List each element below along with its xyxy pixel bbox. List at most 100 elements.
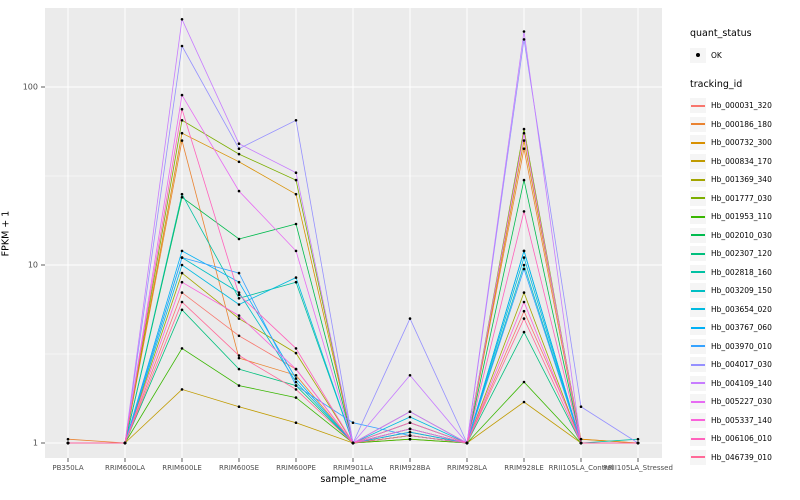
data-point [237,280,241,284]
data-point [636,441,640,445]
legend-item-tracking-id: Hb_006106_010 [690,430,798,449]
data-point [522,300,526,304]
data-point [180,131,184,135]
legend-item-tracking-id: Hb_001369_340 [690,171,798,190]
data-point [522,210,526,213]
legend-item-label: Hb_000732_300 [711,138,772,148]
data-point [408,427,412,431]
legend-key-line [690,116,706,132]
data-point [522,178,526,182]
legend-key-line [690,431,706,447]
data-point [180,107,184,111]
data-point [237,405,241,409]
data-point [522,127,526,131]
legend-item-label: Hb_005337_140 [711,415,772,425]
data-point [237,189,241,193]
legend-key-line [690,320,706,336]
legend-key-line [690,338,706,354]
legend-title-tracking-id: tracking_id [690,78,743,90]
legend-item-tracking-id: Hb_002818_160 [690,263,798,282]
data-point [294,380,298,384]
legend-key-line [690,190,706,206]
legend-item-label: Hb_046739_010 [711,452,772,462]
data-point [294,374,298,377]
legend-item-tracking-id: Hb_002010_030 [690,226,798,245]
legend-item-label: Hb_000186_180 [711,119,772,129]
data-point [237,356,241,360]
data-point [237,152,241,156]
legend-item-label: Hb_003767_060 [711,323,772,333]
x-tick-label: RRIM928LA [447,464,487,472]
legend-item-label: Hb_005227_030 [711,397,772,407]
legend-key-line [690,449,706,465]
data-point [408,434,412,437]
legend-item-tracking-id: Hb_003767_060 [690,319,798,338]
data-point [522,309,526,313]
data-point [408,437,412,441]
data-point [237,271,241,275]
legend-item-label: Hb_006106_010 [711,434,772,444]
legend-item-label: Hb_004109_140 [711,378,772,388]
legend-key-line [690,153,706,169]
legend-key-line [690,412,706,428]
x-tick-label: RRIM928BA [390,464,431,472]
data-point [636,437,640,441]
data-point [408,410,412,414]
data-point [180,256,184,259]
data-point [237,293,241,297]
legend-item-quant-status: OK [690,46,798,65]
data-point [408,415,412,419]
data-point [237,147,241,150]
legend-tracking-id-items: Hb_000031_320 Hb_000186_180 Hb_000732_300 H… [690,97,798,467]
legend-key-line [690,209,706,225]
data-point [123,441,127,445]
y-tick-label: 100 [23,83,38,92]
legend-key-line [690,394,706,410]
legend-item-label: Hb_001369_340 [711,175,772,185]
x-tick-label: RRIM928LE [504,464,544,472]
data-point [180,44,184,48]
data-point [294,367,298,371]
legend-item-label: Hb_003209_150 [711,286,772,296]
data-point [294,421,298,425]
data-point [237,142,241,145]
data-point [408,421,412,425]
legend-key-line [690,172,706,188]
x-tick-label: RRIM600SE [219,464,259,472]
data-point [522,139,526,142]
data-point [522,400,526,404]
data-point [294,119,298,122]
legend-item-tracking-id: Hb_000031_320 [690,97,798,116]
legend-item-tracking-id: Hb_004017_030 [690,356,798,375]
data-point [180,291,184,294]
data-point [522,249,526,253]
data-point [522,317,526,320]
data-point [180,18,184,21]
data-point [180,249,184,253]
data-point [180,308,184,312]
data-point [237,303,241,306]
data-point [237,160,241,164]
data-point [237,384,241,387]
data-point [237,354,241,357]
legend-item-label: Hb_000834_170 [711,156,772,166]
legend-key-line [690,264,706,280]
legend-title-quant-status: quant_status [690,28,752,39]
data-point [237,314,241,317]
legend-key-line [690,98,706,114]
x-tick-label: RRIM600LE [162,464,202,472]
legend-item-label: Hb_002818_160 [711,267,772,277]
legend-item-tracking-id: Hb_000186_180 [690,115,798,134]
legend-key-line [690,246,706,262]
data-point [66,437,70,441]
legend-key-line [690,357,706,373]
data-point [237,334,241,338]
x-tick-label: RRIM600PE [276,464,316,472]
data-point [180,139,184,142]
data-point [237,291,241,294]
legend-key-line [690,375,706,391]
legend-item-label: Hb_002307_120 [711,249,772,259]
data-point [180,388,184,391]
y-tick-label: 10 [28,261,38,270]
data-point [579,405,583,409]
